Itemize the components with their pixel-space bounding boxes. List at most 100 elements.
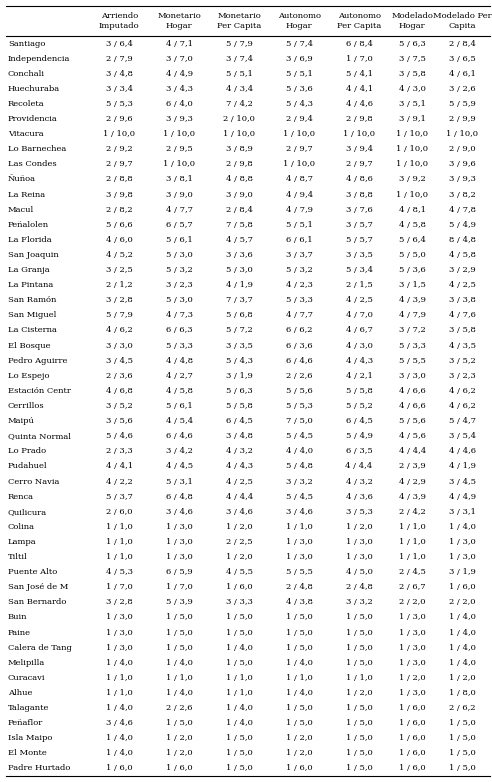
Text: 4 / 6,8: 4 / 6,8 <box>106 387 133 395</box>
Text: 5 / 4,3: 5 / 4,3 <box>286 100 312 108</box>
Text: 2 / 2,0: 2 / 2,0 <box>449 598 476 606</box>
Text: 1 / 6,0: 1 / 6,0 <box>399 765 426 773</box>
Text: 5 / 6,3: 5 / 6,3 <box>399 40 426 48</box>
Text: 2 / 8,4: 2 / 8,4 <box>449 40 476 48</box>
Text: 3 / 3,3: 3 / 3,3 <box>226 598 252 606</box>
Text: 4 / 2,5: 4 / 2,5 <box>449 282 476 289</box>
Text: 1 / 5,0: 1 / 5,0 <box>346 749 372 757</box>
Text: 3 / 8,9: 3 / 8,9 <box>226 145 252 153</box>
Text: 4 / 3,4: 4 / 3,4 <box>225 85 253 93</box>
Text: 4 / 7,7: 4 / 7,7 <box>166 206 193 213</box>
Text: 2 / 6,7: 2 / 6,7 <box>399 583 426 591</box>
Text: 1 / 4,0: 1 / 4,0 <box>106 704 133 712</box>
Text: Colina: Colina <box>8 523 35 531</box>
Text: Estación Centr: Estación Centr <box>8 387 71 395</box>
Text: 1 / 1,0: 1 / 1,0 <box>226 689 252 697</box>
Text: 5 / 3,3: 5 / 3,3 <box>286 296 312 304</box>
Text: 5 / 5,5: 5 / 5,5 <box>286 568 312 576</box>
Text: 1 / 6,0: 1 / 6,0 <box>399 734 426 742</box>
Text: 5 / 6,6: 5 / 6,6 <box>106 221 132 229</box>
Text: 1 / 6,0: 1 / 6,0 <box>226 583 252 591</box>
Text: 5 / 5,6: 5 / 5,6 <box>399 417 426 425</box>
Text: 1 / 3,0: 1 / 3,0 <box>106 613 132 622</box>
Text: Conchali: Conchali <box>8 70 45 77</box>
Text: 1 / 4,0: 1 / 4,0 <box>166 658 192 667</box>
Text: 3 / 6,9: 3 / 6,9 <box>286 55 312 63</box>
Text: 2 / 1,2: 2 / 1,2 <box>106 282 132 289</box>
Text: San José de M: San José de M <box>8 583 68 591</box>
Text: 6 / 4,8: 6 / 4,8 <box>166 493 192 500</box>
Text: 5 / 4,5: 5 / 4,5 <box>286 432 312 440</box>
Text: 6 / 4,0: 6 / 4,0 <box>166 100 192 108</box>
Text: 2 / 4,8: 2 / 4,8 <box>286 583 312 591</box>
Text: 5 / 4,1: 5 / 4,1 <box>345 70 372 77</box>
Text: 3 / 5,4: 3 / 5,4 <box>449 432 476 440</box>
Text: 3 / 4,5: 3 / 4,5 <box>106 357 133 364</box>
Text: 1 / 5,0: 1 / 5,0 <box>286 719 312 727</box>
Text: 6 / 6,1: 6 / 6,1 <box>286 236 312 244</box>
Text: 1 / 6,0: 1 / 6,0 <box>286 765 312 773</box>
Text: La Reina: La Reina <box>8 191 45 199</box>
Text: La Granja: La Granja <box>8 266 50 274</box>
Text: 2 / 9,7: 2 / 9,7 <box>346 160 372 168</box>
Text: 3 / 3,0: 3 / 3,0 <box>106 342 132 350</box>
Text: 5 / 3,1: 5 / 3,1 <box>166 478 192 486</box>
Text: 3 / 3,2: 3 / 3,2 <box>286 478 312 486</box>
Text: 3 / 3,8: 3 / 3,8 <box>449 296 476 304</box>
Text: 4 / 5,7: 4 / 5,7 <box>226 236 252 244</box>
Text: 3 / 4,3: 3 / 4,3 <box>166 85 193 93</box>
Text: 1 / 10,0: 1 / 10,0 <box>163 130 195 138</box>
Text: 5 / 7,4: 5 / 7,4 <box>286 40 312 48</box>
Text: 5 / 3,0: 5 / 3,0 <box>226 266 252 274</box>
Text: 2 / 9,9: 2 / 9,9 <box>449 115 476 123</box>
Text: 3 / 8,2: 3 / 8,2 <box>449 191 476 199</box>
Text: 5 / 4,6: 5 / 4,6 <box>106 432 133 440</box>
Text: Providencia: Providencia <box>8 115 58 123</box>
Text: Puente Alto: Puente Alto <box>8 568 57 576</box>
Text: 2 / 9,8: 2 / 9,8 <box>226 160 252 168</box>
Text: 6 / 4,5: 6 / 4,5 <box>226 417 252 425</box>
Text: 4 / 7,0: 4 / 7,0 <box>346 311 372 319</box>
Text: Monetario
Hogar: Monetario Hogar <box>157 12 201 30</box>
Text: 5 / 7,9: 5 / 7,9 <box>226 40 252 48</box>
Text: 1 / 4,0: 1 / 4,0 <box>226 644 252 651</box>
Text: 1 / 5,0: 1 / 5,0 <box>449 749 476 757</box>
Text: 3 / 1,9: 3 / 1,9 <box>226 371 252 380</box>
Text: 1 / 3,0: 1 / 3,0 <box>346 538 372 546</box>
Text: 6 / 6,3: 6 / 6,3 <box>166 327 192 335</box>
Text: 1 / 4,0: 1 / 4,0 <box>106 658 133 667</box>
Text: 1 / 1,0: 1 / 1,0 <box>346 674 372 682</box>
Text: 2 / 2,5: 2 / 2,5 <box>226 538 252 546</box>
Text: 5 / 5,9: 5 / 5,9 <box>449 100 476 108</box>
Text: 4 / 6,2: 4 / 6,2 <box>106 327 132 335</box>
Text: 5 / 5,5: 5 / 5,5 <box>399 357 426 364</box>
Text: 1 / 2,0: 1 / 2,0 <box>449 674 476 682</box>
Text: 1 / 5,0: 1 / 5,0 <box>166 613 192 622</box>
Text: 4 / 4,3: 4 / 4,3 <box>225 462 253 471</box>
Text: Maipú: Maipú <box>8 417 35 425</box>
Text: 4 / 3,2: 4 / 3,2 <box>226 447 252 455</box>
Text: 1 / 5,0: 1 / 5,0 <box>346 734 372 742</box>
Text: 3 / 4,8: 3 / 4,8 <box>226 432 252 440</box>
Text: 6 / 8,4: 6 / 8,4 <box>346 40 372 48</box>
Text: 3 / 4,8: 3 / 4,8 <box>106 70 133 77</box>
Text: 1 / 10,0: 1 / 10,0 <box>283 130 315 138</box>
Text: San Ramón: San Ramón <box>8 296 57 304</box>
Text: 3 / 4,6: 3 / 4,6 <box>226 508 252 515</box>
Text: 2 / 6,0: 2 / 6,0 <box>106 508 132 515</box>
Text: 5 / 3,6: 5 / 3,6 <box>286 85 312 93</box>
Text: 4 / 2,5: 4 / 2,5 <box>346 296 372 304</box>
Text: 1 / 5,0: 1 / 5,0 <box>226 734 252 742</box>
Text: 2 / 9,0: 2 / 9,0 <box>449 145 476 153</box>
Text: 1 / 6,0: 1 / 6,0 <box>449 583 476 591</box>
Text: 1 / 4,0: 1 / 4,0 <box>449 613 476 622</box>
Text: 4 / 2,3: 4 / 2,3 <box>286 282 312 289</box>
Text: 3 / 4,6: 3 / 4,6 <box>286 508 312 515</box>
Text: 3 / 2,3: 3 / 2,3 <box>449 371 476 380</box>
Text: 4 / 3,8: 4 / 3,8 <box>286 598 312 606</box>
Text: 3 / 6,4: 3 / 6,4 <box>106 40 133 48</box>
Text: Renca: Renca <box>8 493 34 500</box>
Text: 3 / 5,2: 3 / 5,2 <box>449 357 476 364</box>
Text: 1 / 4,0: 1 / 4,0 <box>286 658 312 667</box>
Text: 1 / 5,0: 1 / 5,0 <box>449 734 476 742</box>
